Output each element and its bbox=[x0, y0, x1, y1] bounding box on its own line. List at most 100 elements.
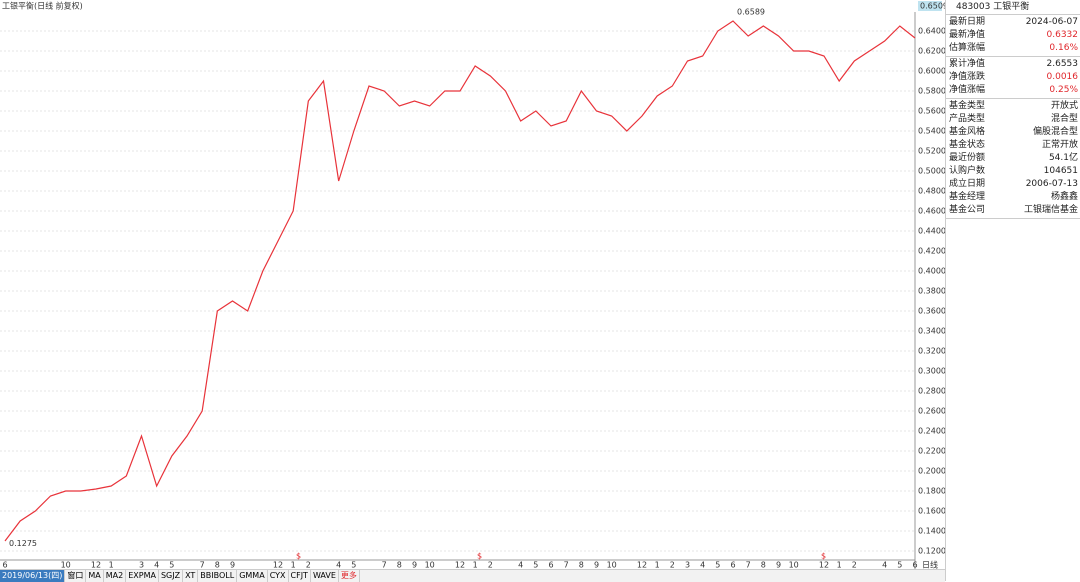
y-tick-label: 0.2200 bbox=[918, 447, 945, 456]
info-value: 开放式 bbox=[1050, 101, 1078, 111]
toolbar-tab[interactable]: 窗口 bbox=[65, 570, 87, 582]
info-key: 最新日期 bbox=[949, 17, 986, 27]
x-tick-label: 3 bbox=[139, 561, 144, 570]
toolbar: 2019/06/13(四) 窗口 MA MA2 EXPMA SGJZ XT BBIBOLL G… bbox=[0, 569, 945, 582]
info-key: 净值涨幅 bbox=[949, 85, 986, 95]
info-key: 成立日期 bbox=[949, 179, 986, 189]
y-tick-label: 0.6200 bbox=[918, 47, 945, 56]
info-value: 0.6332 bbox=[1046, 30, 1079, 40]
y-tick-label: 0.4200 bbox=[918, 247, 945, 256]
y-tick-label: 0.4000 bbox=[918, 267, 945, 276]
chart: 工银平衡(日线 前复权) $ $ $ 0.6509 日线 0.1200 0.140… bbox=[0, 1, 945, 570]
y-tick-label: 0.3200 bbox=[918, 347, 945, 356]
y-tick-label: 0.4600 bbox=[918, 207, 945, 216]
y-tick-label: 0.4800 bbox=[918, 187, 945, 196]
info-group: 最新日期 2024-06-07 最新净值 0.6332 估算涨幅 0.16% bbox=[946, 15, 1080, 57]
x-tick-label: 6 bbox=[912, 561, 917, 570]
toolbar-tab[interactable]: XT bbox=[183, 570, 199, 582]
chart-title: 工银平衡(日线 前复权) bbox=[2, 1, 83, 11]
x-tick-label: 4 bbox=[518, 561, 523, 570]
y-tick-label: 0.2600 bbox=[918, 407, 945, 416]
price-line bbox=[4, 20, 916, 542]
toolbar-tab[interactable]: CYX bbox=[268, 570, 289, 582]
min-label: 0.1275 bbox=[9, 539, 37, 548]
info-key: 基金状态 bbox=[949, 140, 986, 150]
x-tick-label: 2 bbox=[306, 561, 311, 570]
info-value: 工银瑞信基金 bbox=[1023, 205, 1078, 215]
x-tick-label: 7 bbox=[564, 561, 569, 570]
toolbar-tab[interactable]: GMMA bbox=[237, 570, 268, 582]
x-tick-label: 5 bbox=[533, 561, 538, 570]
toolbar-tab[interactable]: SGJZ bbox=[159, 570, 184, 582]
x-tick-label: 12 bbox=[273, 561, 283, 570]
y-tick-label: 0.3600 bbox=[918, 307, 945, 316]
info-value: 2.6553 bbox=[1046, 59, 1079, 69]
info-row: 基金经理 杨鑫鑫 bbox=[946, 191, 1080, 204]
info-key: 净值涨跌 bbox=[949, 72, 986, 82]
info-row: 估算涨幅 0.16% bbox=[946, 42, 1080, 55]
x-tick-label: 2 bbox=[852, 561, 857, 570]
info-key: 产品类型 bbox=[949, 114, 986, 124]
x-tick-label: 1 bbox=[837, 561, 842, 570]
toolbar-tab[interactable]: WAVE bbox=[311, 570, 339, 582]
panel-header: 483003 工银平衡 bbox=[946, 0, 1080, 15]
info-value: 104651 bbox=[1043, 166, 1078, 176]
info-group: 基金类型 开放式 产品类型 混合型 基金风格 偏股混合型 基金状态 正常开放 最近份额 54.1亿… bbox=[946, 99, 1080, 219]
y-tick-label: 0.1400 bbox=[918, 527, 945, 536]
info-key: 最新净值 bbox=[949, 30, 986, 40]
info-value: 杨鑫鑫 bbox=[1050, 192, 1078, 202]
info-row: 最近份额 54.1亿 bbox=[946, 152, 1080, 165]
x-tick-label: 10 bbox=[607, 561, 617, 570]
y-tick-label: 0.6400 bbox=[918, 27, 945, 36]
date-box: 2019/06/13(四) bbox=[0, 570, 66, 582]
x-tick-label: 8 bbox=[397, 561, 402, 570]
y-tick-label: 0.4400 bbox=[918, 227, 945, 236]
y-tick-label: 0.5200 bbox=[918, 147, 945, 156]
x-tick-label: 4 bbox=[154, 561, 159, 570]
y-tick-label: 0.1800 bbox=[918, 487, 945, 496]
info-row: 成立日期 2006-07-13 bbox=[946, 178, 1080, 191]
info-key: 基金公司 bbox=[949, 205, 986, 215]
info-row: 最新日期 2024-06-07 bbox=[946, 16, 1080, 29]
x-tick-label: 12 bbox=[455, 561, 465, 570]
y-tick-label: 0.5600 bbox=[918, 107, 945, 116]
x-tick-label: 4 bbox=[336, 561, 341, 570]
x-tick-label: 1 bbox=[291, 561, 296, 570]
toolbar-tab[interactable]: CFJT bbox=[289, 570, 311, 582]
info-value: 正常开放 bbox=[1041, 140, 1078, 150]
info-key: 估算涨幅 bbox=[949, 43, 986, 53]
x-tick-label: 6 bbox=[2, 561, 7, 570]
scale-top: 0.6509 bbox=[920, 2, 945, 11]
toolbar-tab[interactable]: EXPMA bbox=[126, 570, 159, 582]
x-tick-label: 3 bbox=[685, 561, 690, 570]
toolbar-tab[interactable]: MA2 bbox=[104, 570, 127, 582]
y-tick-label: 0.3000 bbox=[918, 367, 945, 376]
x-tick-label: 10 bbox=[61, 561, 71, 570]
x-tick-label: 6 bbox=[730, 561, 735, 570]
info-row: 基金风格 偏股混合型 bbox=[946, 126, 1080, 139]
y-tick-label: 0.5400 bbox=[918, 127, 945, 136]
x-tick-label: 5 bbox=[715, 561, 720, 570]
info-group: 累计净值 2.6553 净值涨跌 0.0016 净值涨幅 0.25% bbox=[946, 57, 1080, 99]
info-value: 0.16% bbox=[1049, 43, 1078, 53]
x-tick-label: 4 bbox=[882, 561, 887, 570]
info-key: 基金经理 bbox=[949, 192, 986, 202]
x-tick-label: 9 bbox=[594, 561, 599, 570]
toolbar-tab[interactable]: MA bbox=[86, 570, 104, 582]
x-tick-label: 9 bbox=[230, 561, 235, 570]
x-tick-label: 5 bbox=[351, 561, 356, 570]
toolbar-tab[interactable]: 更多 bbox=[339, 570, 360, 582]
info-key: 累计净值 bbox=[949, 59, 986, 69]
x-tick-label: 5 bbox=[169, 561, 174, 570]
period-label[interactable]: 日线 bbox=[922, 560, 938, 570]
x-tick-label: 10 bbox=[789, 561, 799, 570]
x-tick-label: 7 bbox=[382, 561, 387, 570]
info-value: 偏股混合型 bbox=[1032, 127, 1078, 137]
x-tick-label: 1 bbox=[655, 561, 660, 570]
y-tick-label: 0.3400 bbox=[918, 327, 945, 336]
info-key: 基金风格 bbox=[949, 127, 986, 137]
y-tick-label: 0.2000 bbox=[918, 467, 945, 476]
toolbar-tab[interactable]: BBIBOLL bbox=[198, 570, 238, 582]
info-row: 基金状态 正常开放 bbox=[946, 139, 1080, 152]
max-label: 0.6589 bbox=[737, 8, 765, 17]
